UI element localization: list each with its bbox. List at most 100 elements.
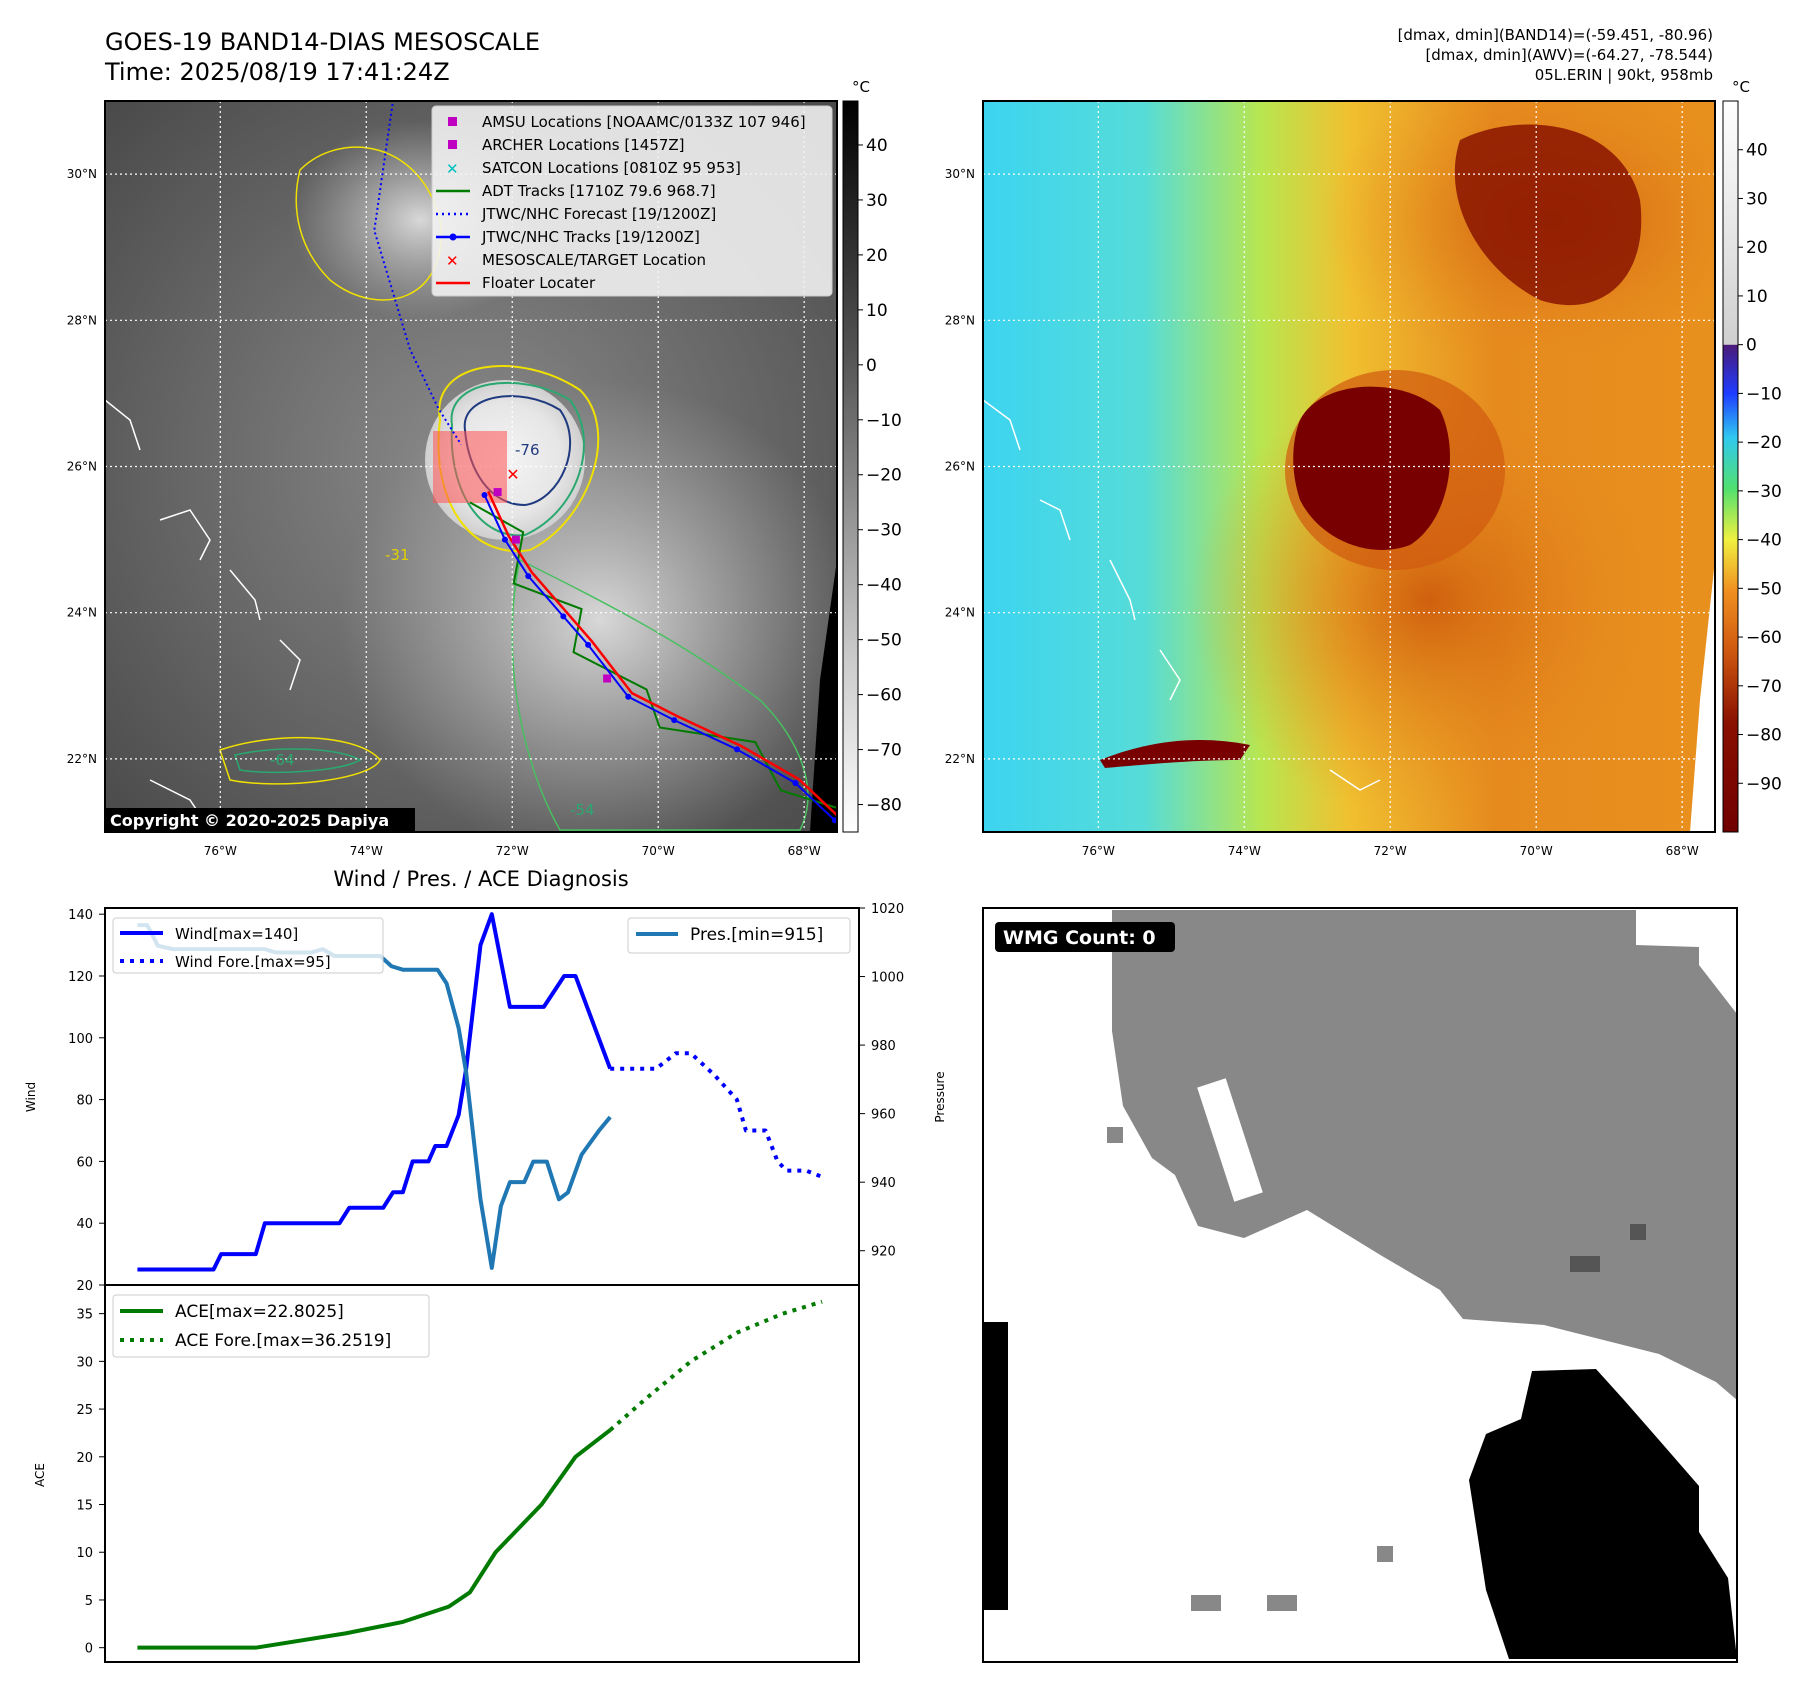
colorbar-tick-label: −80 [1746,726,1782,746]
y2-tick-label: 940 [871,1176,896,1191]
best-track-point [671,717,678,724]
wmg-dark-cell [1570,1256,1600,1272]
legend-item-label: SATCON Locations [0810Z 95 953] [482,159,741,177]
best-track-point [792,780,799,787]
colorbar-tick-label: −60 [866,686,902,706]
colorbar-tick-label: −20 [1746,433,1782,453]
forecast-track [373,103,462,446]
map1-frame [104,100,838,833]
best-track-point [481,492,488,499]
legend-item-label: MESOSCALE/TARGET Location [482,251,706,269]
cold-band [1100,740,1250,768]
figure-time: Time: 2025/08/19 17:41:24Z [104,58,450,86]
lat-tick-label: 28°N [945,313,975,327]
contour-label: -31 [385,546,410,564]
lat-tick-label: 24°N [945,606,975,620]
colorbar-tick-label: 40 [866,136,888,156]
lat-tick-label: 26°N [67,460,97,474]
pressure-legend: Pres.[min=915] [627,917,851,954]
colorbar-tick-label: −90 [1746,774,1782,794]
y-tick-label: 25 [76,1403,93,1418]
wmg-gray-cell [1377,1546,1393,1562]
colorbar-tick-label: 20 [866,246,888,266]
wmg-gray-region [1112,910,1737,1400]
data-edge-black [810,560,837,832]
coastline [105,399,301,831]
colorbar-tick-label: −40 [1746,531,1782,551]
y2-tick-label: 1020 [871,902,904,917]
lon-tick-label: 74°W [1228,844,1261,858]
legend-x-icon: ✕ [446,160,459,178]
wmg-black-strip [983,1322,1008,1610]
wmg-gray-cell [1267,1595,1297,1611]
wmg-black-region [1469,1369,1737,1659]
best-track [483,494,836,822]
y-tick-label: 20 [76,1451,93,1466]
map2-frame [982,100,1716,833]
y2-tick-label: 960 [871,1108,896,1123]
copyright-box [105,808,415,832]
y-tick-label: 120 [68,970,93,985]
wind-axis-label: Wind [24,1082,38,1112]
legend-item-label: JTWC/NHC Forecast [19/1200Z] [481,205,716,223]
colorbar-tick-label: −30 [1746,482,1782,502]
lon-tick-label: 68°W [1666,844,1699,858]
legend-x-icon: ✕ [446,252,459,270]
legend-ace: ACE[max=22.8025] [175,1302,344,1322]
lon-tick-label: 72°W [1374,844,1407,858]
best-track-point [734,746,741,753]
wmg-dark-cell [1630,1224,1646,1240]
colorbar-tick-label: −10 [1746,384,1782,404]
wind-legend: Wind[max=140] Wind Fore.[max=95] [112,917,384,974]
colorbar-tick-label: −50 [866,631,902,651]
diagnosis-title: Wind / Pres. / ACE Diagnosis [333,867,628,891]
coastline [983,399,1381,791]
y-tick-label: 40 [76,1217,93,1232]
lat-tick-label: 28°N [67,313,97,327]
legend-item-label: AMSU Locations [NOAAMC/0133Z 107 946] [482,113,806,131]
target-marker-icon: ✕ [506,465,519,484]
lat-tick-label: 22°N [67,752,97,766]
legend-square-icon [448,117,457,126]
colorbar-tick-label: 10 [866,301,888,321]
contour-yellow [437,365,600,553]
wmg-white-gap [1197,1078,1263,1202]
y-tick-label: 15 [76,1499,93,1514]
info-storm: 05L.ERIN | 90kt, 958mb [1535,66,1713,84]
colorbar-tick-label: −60 [1746,628,1782,648]
colorbar-tick-label: −10 [866,411,902,431]
colorbar-tick-label: 20 [1746,238,1768,258]
y-tick-label: 60 [76,1155,93,1170]
colorbar-tick-label: 0 [866,356,877,376]
best-track-point [831,817,837,824]
cold-cloud-region [1454,124,1642,306]
y-tick-label: 20 [76,1279,93,1294]
legend-item-label: ADT Tracks [1710Z 79.6 968.7] [482,182,716,200]
amsu-archer-marker [603,674,612,683]
colorbar-tick-label: 30 [1746,189,1768,209]
y-tick-label: 80 [76,1094,93,1109]
series-line-ace [137,1428,612,1650]
lon-tick-label: 76°W [1082,844,1115,858]
series-line-ace-fore- [608,1299,823,1432]
lon-tick-label: 72°W [496,844,529,858]
amsu-archer-marker [493,488,502,497]
colorbar-tick-label: −70 [1746,677,1782,697]
colorbar-tick-label: 10 [1746,287,1768,307]
y2-tick-label: 980 [871,1039,896,1054]
legend-item-label: Floater Locater [482,274,596,292]
best-track-point [585,641,592,648]
legend-square-icon [448,140,457,149]
y-tick-label: 35 [76,1308,93,1323]
lon-tick-label: 74°W [350,844,383,858]
best-track-point [525,573,532,580]
contour-green [234,748,362,774]
storm-eye-cold-top [1293,386,1450,550]
legend-pressure: Pres.[min=915] [690,925,823,945]
series-line-wind [137,912,613,1272]
contour-green [511,558,809,831]
map1-axes: 30°N 28°N 26°N 24°N 22°N 76°W 74°W 72°W 70°W 68°W [67,167,821,858]
colorbar-awv-ticks: 40 30 20 10 0 −10 −20 −30 −40 −50 −60 −70 −80 −90 [1738,141,1782,794]
colorbar-tick-label: −40 [866,576,902,596]
colorbar-tick-label: −20 [866,466,902,486]
